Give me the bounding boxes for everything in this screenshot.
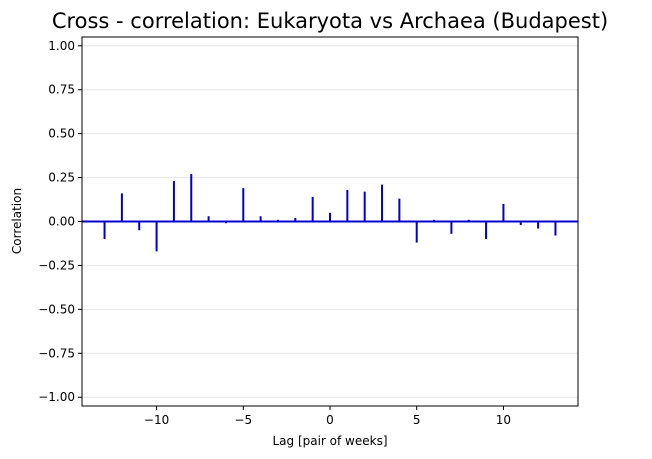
x-tick-label: −5 bbox=[234, 413, 252, 427]
y-axis-label: Correlation bbox=[10, 188, 24, 254]
bars bbox=[103, 174, 557, 252]
x-tick-label: −10 bbox=[144, 413, 169, 427]
x-tick-label: 10 bbox=[496, 413, 511, 427]
x-axis-label: Lag [pair of weeks] bbox=[272, 434, 387, 448]
y-tick-label: −0.50 bbox=[38, 302, 75, 316]
chart-title: Cross - correlation: Eukaryota vs Archae… bbox=[52, 9, 608, 33]
y-axis-ticks: 1.00 0.75 0.50 0.25 0.00 −0.25 −0.50 −0.75 −1.00 bbox=[38, 39, 82, 404]
y-tick-label: −0.75 bbox=[38, 346, 75, 360]
y-tick-label: 0.50 bbox=[48, 127, 75, 141]
x-axis-ticks: −10 −5 0 5 10 bbox=[144, 406, 511, 427]
x-tick-label: 5 bbox=[413, 413, 421, 427]
y-tick-label: 1.00 bbox=[48, 39, 75, 53]
y-tick-label: 0.00 bbox=[48, 215, 75, 229]
y-tick-label: 0.75 bbox=[48, 83, 75, 97]
x-tick-label: 0 bbox=[326, 413, 334, 427]
y-tick-label: −0.25 bbox=[38, 258, 75, 272]
y-tick-label: −1.00 bbox=[38, 390, 75, 404]
y-tick-label: 0.25 bbox=[48, 171, 75, 185]
